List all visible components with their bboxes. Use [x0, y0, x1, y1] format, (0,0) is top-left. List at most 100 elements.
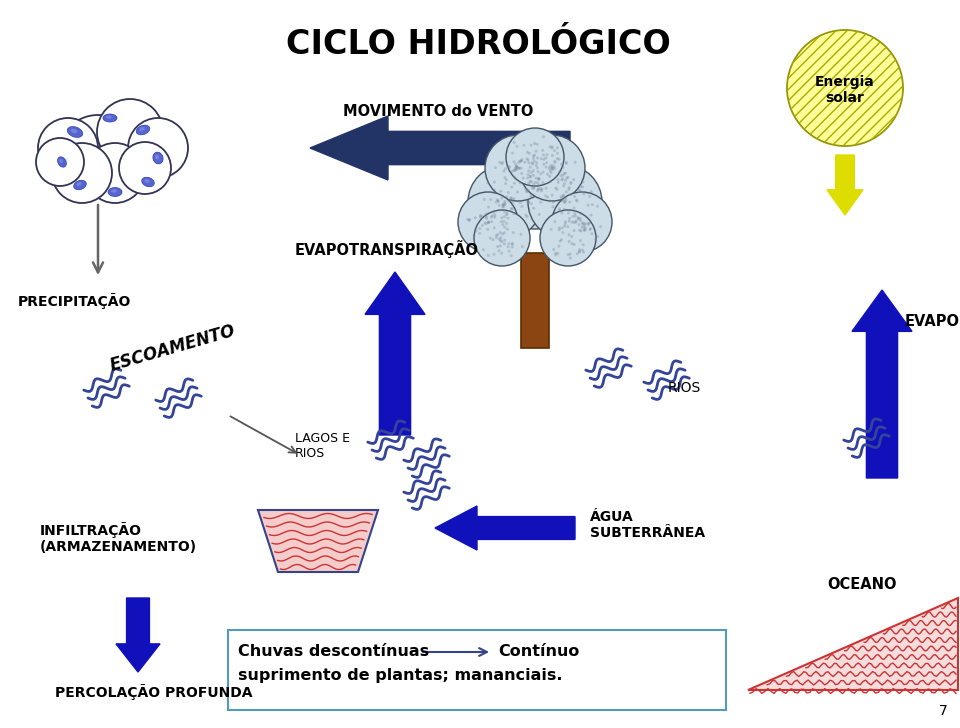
- Circle shape: [552, 192, 612, 252]
- Circle shape: [532, 183, 535, 186]
- Circle shape: [562, 173, 564, 177]
- Circle shape: [564, 162, 568, 165]
- Circle shape: [576, 252, 579, 255]
- Circle shape: [498, 204, 501, 207]
- Text: 7: 7: [939, 704, 948, 718]
- Circle shape: [554, 252, 557, 255]
- Circle shape: [491, 214, 493, 218]
- Circle shape: [501, 223, 504, 226]
- Circle shape: [514, 178, 517, 181]
- Circle shape: [583, 229, 586, 232]
- Circle shape: [549, 171, 553, 174]
- Polygon shape: [748, 598, 958, 690]
- Circle shape: [556, 157, 559, 160]
- Circle shape: [533, 186, 536, 189]
- Circle shape: [482, 248, 485, 251]
- Circle shape: [485, 135, 551, 201]
- Circle shape: [490, 198, 492, 201]
- Polygon shape: [852, 290, 912, 478]
- Circle shape: [558, 226, 561, 229]
- Text: RIOS: RIOS: [668, 381, 701, 395]
- Circle shape: [558, 170, 561, 173]
- Circle shape: [532, 157, 535, 160]
- Circle shape: [538, 177, 540, 180]
- Circle shape: [548, 167, 551, 170]
- Circle shape: [572, 207, 576, 210]
- Circle shape: [567, 211, 570, 215]
- Circle shape: [581, 186, 584, 189]
- Circle shape: [515, 165, 517, 168]
- Circle shape: [494, 201, 497, 204]
- Circle shape: [493, 214, 496, 217]
- Circle shape: [582, 223, 585, 226]
- Circle shape: [511, 207, 514, 210]
- Circle shape: [582, 181, 585, 183]
- Circle shape: [544, 157, 547, 159]
- Circle shape: [512, 232, 515, 234]
- Circle shape: [526, 215, 529, 218]
- Ellipse shape: [107, 116, 111, 119]
- Circle shape: [502, 203, 505, 206]
- Circle shape: [545, 153, 548, 157]
- Circle shape: [566, 176, 569, 179]
- Circle shape: [474, 210, 530, 266]
- Circle shape: [522, 143, 525, 147]
- Circle shape: [496, 199, 499, 202]
- Circle shape: [584, 226, 587, 229]
- Circle shape: [481, 223, 484, 227]
- Circle shape: [491, 220, 493, 223]
- Circle shape: [516, 191, 519, 194]
- Circle shape: [515, 168, 517, 171]
- Circle shape: [499, 245, 502, 248]
- Circle shape: [537, 188, 540, 191]
- Circle shape: [493, 215, 496, 219]
- Text: MOVIMENTO do VENTO: MOVIMENTO do VENTO: [343, 105, 533, 119]
- Circle shape: [564, 190, 567, 194]
- Circle shape: [580, 229, 583, 232]
- Circle shape: [487, 221, 490, 224]
- Text: PERCOLAÇÃO PROFUNDA: PERCOLAÇÃO PROFUNDA: [55, 684, 252, 700]
- Circle shape: [500, 252, 503, 255]
- Circle shape: [487, 181, 490, 184]
- Circle shape: [535, 177, 538, 180]
- Circle shape: [514, 169, 516, 172]
- Circle shape: [510, 186, 514, 189]
- Text: INFILTRAÇÃO
(ARMAZENAMENTO): INFILTRAÇÃO (ARMAZENAMENTO): [40, 522, 197, 554]
- Circle shape: [573, 195, 576, 198]
- Circle shape: [583, 225, 586, 228]
- Circle shape: [551, 194, 554, 197]
- Circle shape: [583, 223, 586, 226]
- Circle shape: [507, 245, 510, 248]
- Circle shape: [496, 233, 499, 236]
- Circle shape: [590, 232, 593, 235]
- Circle shape: [514, 167, 516, 170]
- Circle shape: [492, 191, 495, 194]
- Circle shape: [511, 242, 514, 245]
- Circle shape: [484, 221, 487, 224]
- Circle shape: [787, 30, 903, 146]
- Circle shape: [578, 189, 581, 191]
- Circle shape: [558, 245, 561, 248]
- Circle shape: [128, 118, 188, 178]
- Circle shape: [505, 178, 508, 181]
- Circle shape: [507, 199, 511, 202]
- Circle shape: [525, 190, 528, 193]
- Circle shape: [556, 188, 559, 191]
- Circle shape: [551, 168, 554, 171]
- Circle shape: [492, 238, 494, 241]
- Circle shape: [503, 176, 507, 179]
- Circle shape: [485, 222, 488, 225]
- Circle shape: [579, 219, 582, 222]
- Circle shape: [524, 214, 527, 217]
- Circle shape: [504, 182, 507, 185]
- Circle shape: [507, 191, 510, 194]
- Circle shape: [553, 149, 556, 152]
- Circle shape: [542, 135, 545, 138]
- Text: CICLO HIDROLÓGICO: CICLO HIDROLÓGICO: [286, 28, 670, 61]
- Bar: [521, 253, 549, 348]
- Circle shape: [581, 226, 584, 229]
- Circle shape: [504, 167, 507, 170]
- Ellipse shape: [60, 159, 62, 163]
- Circle shape: [563, 172, 565, 175]
- Circle shape: [500, 220, 503, 223]
